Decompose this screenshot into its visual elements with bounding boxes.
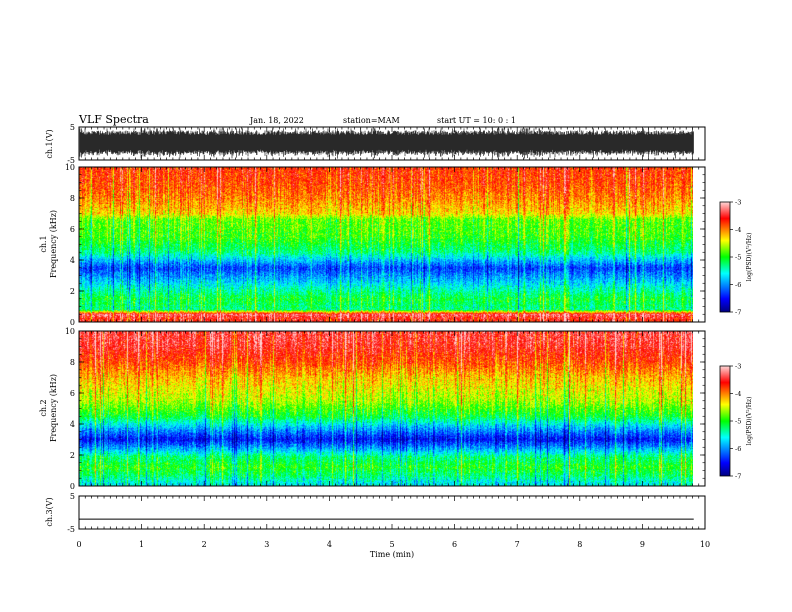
spectrogram-ch1-ytick-label: 4 — [70, 256, 75, 265]
x-tick-label: 4 — [327, 540, 332, 549]
colorbar-ch2-tick-label: -3 — [735, 363, 741, 371]
spectrogram-ch1-ylabel: ch.1Frequency (kHz) — [39, 210, 58, 278]
colorbar-ch2-tick-label: -5 — [735, 418, 741, 426]
waveform-ch3-panel: 5 -5 ch.3(V) 0 1 2 3 4 5 6 7 8 9 10 Time (min) — [45, 492, 710, 559]
waveform-ch3-ytick-label: -5 — [67, 525, 75, 534]
waveform-ch3-ytick-label: 5 — [70, 492, 75, 501]
spectrogram-ch1-ytick-label: 6 — [70, 225, 75, 234]
x-tick-label: 2 — [202, 540, 207, 549]
spectrogram-ch2-ytick-label: 8 — [70, 358, 75, 367]
spectrogram-ch2-image — [79, 331, 693, 486]
colorbar-ch2: -3 -4 -5 -6 -7 log(PSD)(V²/Hz) — [719, 363, 753, 481]
date-label: Jan. 18, 2022 — [249, 116, 304, 125]
spectrogram-ch2-ylabel: ch.2Frequency (kHz) — [39, 374, 58, 442]
spectrogram-ch1-image — [79, 167, 693, 322]
colorbar-ch1-tick-label: -7 — [735, 309, 741, 317]
waveform-ch1-ytick-label: 5 — [70, 123, 75, 132]
spectrogram-ch2-panel: 0 2 4 6 8 10 ch.2Frequency (kHz) -3 -4 -5 -6 -7 lo… — [39, 327, 753, 491]
start-time-label: start UT = 10: 0 : 1 — [437, 116, 516, 125]
spectrogram-ch1-ytick-label: 2 — [70, 287, 75, 296]
waveform-ch1-ytick-label: -5 — [67, 156, 75, 165]
x-tick-label: 8 — [577, 540, 582, 549]
spectrogram-ch2-ytick-label: 10 — [65, 327, 75, 336]
spectrogram-ch1-panel: 0 2 4 6 8 10 ch.1Frequency (kHz) -3 -4 -5 -6 -7 lo… — [39, 163, 753, 327]
waveform-ch3-ylabel: ch.3(V) — [45, 497, 54, 526]
figure-title: VLF Spectra — [78, 113, 149, 126]
spectrogram-ch2-ytick-label: 4 — [70, 420, 75, 429]
colorbar-ch2-bar — [719, 365, 731, 477]
x-tick-label: 0 — [76, 540, 81, 549]
spectrogram-ch1-ytick-label: 10 — [65, 163, 75, 172]
x-axis-label: Time (min) — [370, 550, 414, 559]
colorbar-ch2-tick-label: -7 — [735, 473, 741, 481]
spectrogram-ch2-ytick-label: 2 — [70, 451, 75, 460]
colorbar-ch1-label: log(PSD)(V²/Hz) — [746, 233, 753, 282]
waveform-ch1-ylabel: ch.1(V) — [45, 129, 54, 158]
colorbar-ch2-tick-label: -4 — [735, 390, 741, 398]
spectrogram-ch2-ytick-label: 0 — [70, 482, 75, 491]
colorbar-ch1-tick-label: -5 — [735, 254, 741, 262]
x-tick-label: 1 — [139, 540, 144, 549]
colorbar-ch1-tick-label: -3 — [735, 199, 741, 207]
spectrogram-ch1-ytick-label: 0 — [70, 318, 75, 327]
colorbar-ch1-bar — [719, 201, 731, 313]
x-tick-label: 10 — [700, 540, 710, 549]
x-tick-label: 9 — [640, 540, 645, 549]
spectrogram-ch1-ytick-label: 8 — [70, 194, 75, 203]
colorbar-ch2-label: log(PSD)(V²/Hz) — [746, 397, 753, 446]
x-tick-label: 3 — [264, 540, 269, 549]
colorbar-ch2-tick-label: -6 — [735, 445, 741, 453]
waveform-ch1-panel: 5 -5 ch.1(V) — [45, 123, 706, 165]
colorbar-ch1: -3 -4 -5 -6 -7 log(PSD)(V²/Hz) — [719, 199, 753, 317]
x-tick-label: 7 — [515, 540, 520, 549]
spectrogram-ch2-ytick-label: 6 — [70, 389, 75, 398]
x-tick-label: 6 — [452, 540, 457, 549]
waveform-ch1-trace — [79, 128, 694, 159]
x-tick-label: 5 — [389, 540, 394, 549]
colorbar-ch1-tick-label: -6 — [735, 281, 741, 289]
colorbar-ch1-tick-label: -4 — [735, 226, 741, 234]
station-label: station=MAM — [343, 116, 400, 125]
